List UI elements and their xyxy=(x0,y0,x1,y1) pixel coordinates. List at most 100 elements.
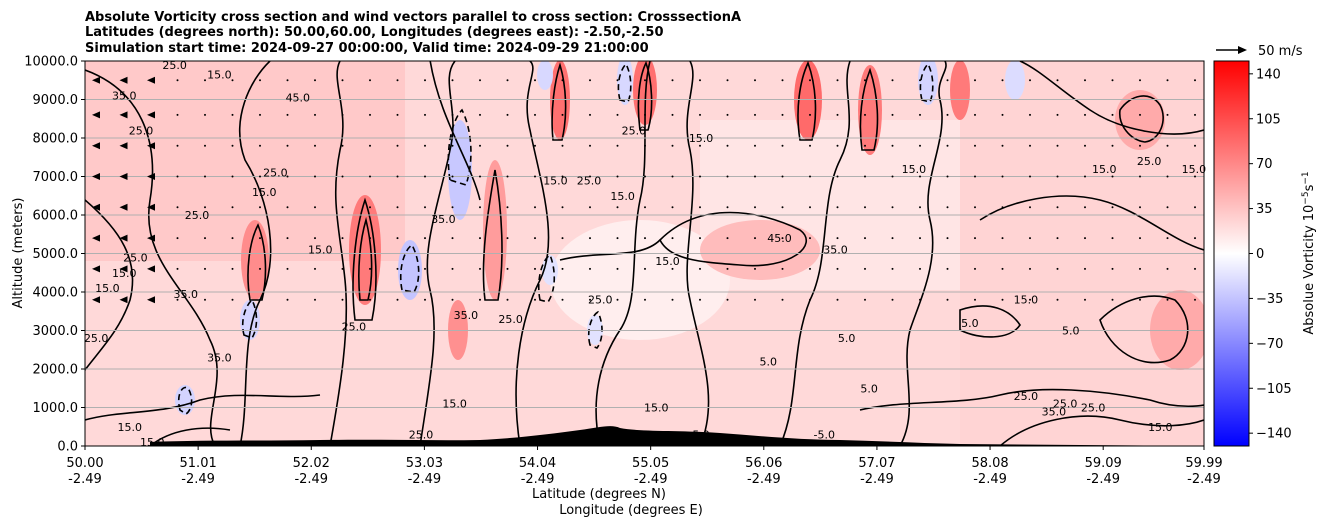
colorbar-ticks: 140 105 70 35 0 −35 −70 −105 −140 xyxy=(1249,67,1292,442)
wind-vector xyxy=(974,113,976,116)
contour-line xyxy=(859,67,879,151)
wind-vector xyxy=(314,113,316,116)
wind-vector xyxy=(1166,175,1169,178)
wind-vector xyxy=(451,79,454,82)
wind-vector xyxy=(671,144,674,147)
positive-vorticity-core xyxy=(349,195,381,305)
contour-label: 25.0 xyxy=(1081,402,1106,415)
wind-vector xyxy=(671,175,674,178)
wind-vector xyxy=(1194,175,1196,178)
wind-vector xyxy=(176,175,179,178)
wind-vector xyxy=(396,79,399,82)
wind-vector xyxy=(286,298,289,301)
wind-vector xyxy=(451,237,454,240)
wind-vector xyxy=(286,175,289,178)
wind-vector xyxy=(616,267,619,270)
wind-vector xyxy=(286,113,289,116)
wind-vector xyxy=(1139,237,1141,240)
wind-vector xyxy=(341,175,344,178)
wind-vector xyxy=(1139,113,1141,116)
wind-vector xyxy=(479,298,481,301)
wind-vector xyxy=(506,298,509,301)
contour-line xyxy=(637,61,653,131)
wind-vector xyxy=(589,206,591,209)
wind-vector xyxy=(231,267,234,270)
x-tick-label-lat: 52.02 xyxy=(293,456,330,471)
wind-vector xyxy=(176,237,179,240)
contour-line xyxy=(358,216,373,301)
wind-vector xyxy=(561,237,564,240)
wind-vector xyxy=(726,298,729,301)
contour-line xyxy=(241,298,258,339)
contour-label: 25.0 xyxy=(498,313,523,326)
wind-vector xyxy=(424,298,426,301)
wind-vector xyxy=(1166,298,1169,301)
wind-vector xyxy=(974,206,976,209)
x-tick-label-lat: 59.09 xyxy=(1085,456,1122,471)
wind-vector xyxy=(699,144,701,147)
wind-vector xyxy=(726,79,729,82)
wind-vector xyxy=(836,79,839,82)
x-tick-label-lat: 57.07 xyxy=(858,456,895,471)
wind-vector xyxy=(1056,298,1059,301)
wind-vector xyxy=(231,144,234,147)
wind-vector xyxy=(1084,206,1086,209)
wind-vector xyxy=(671,267,674,270)
wind-vector xyxy=(341,237,344,240)
contour-line xyxy=(482,169,503,301)
wind-vector xyxy=(396,237,399,240)
wind-vector xyxy=(864,175,866,178)
x-tick-label-lat: 54.04 xyxy=(519,456,556,471)
wind-vector xyxy=(616,113,619,116)
contour-label: 35.0 xyxy=(112,90,137,103)
contour-line xyxy=(959,305,1021,338)
contour-label: 35.0 xyxy=(174,288,199,301)
wind-vector xyxy=(1194,267,1196,270)
wind-vector xyxy=(204,298,206,301)
wind-vector xyxy=(119,142,128,150)
wind-vector xyxy=(92,234,100,242)
wind-vector xyxy=(616,237,619,240)
wind-vector xyxy=(369,113,371,116)
wind-vector xyxy=(974,79,976,82)
wind-vector xyxy=(1029,113,1031,116)
wind-vector xyxy=(424,113,426,116)
wind-vector xyxy=(891,206,894,209)
wind-vector xyxy=(534,206,536,209)
contour-line xyxy=(239,61,272,446)
wind-vector xyxy=(809,113,811,116)
wind-vector xyxy=(451,267,454,270)
wind-vector xyxy=(726,175,729,178)
wind-vector xyxy=(864,298,866,301)
wind-vector xyxy=(534,144,536,147)
wind-vector xyxy=(231,237,234,240)
vorticity-patch xyxy=(550,220,730,340)
wind-vector xyxy=(369,298,371,301)
wind-vector xyxy=(92,203,100,211)
wind-vector xyxy=(1001,79,1004,82)
wind-vector xyxy=(781,79,784,82)
wind-vector xyxy=(1194,237,1196,240)
wind-vector xyxy=(809,144,811,147)
contour-line xyxy=(686,61,710,446)
contour-line xyxy=(919,62,934,103)
wind-vector xyxy=(314,298,316,301)
wind-vector xyxy=(561,267,564,270)
chart-title-line-1: Absolute Vorticity cross section and win… xyxy=(85,10,741,25)
wind-vector xyxy=(1166,237,1169,240)
contour-label: 15.0 xyxy=(118,421,143,434)
wind-vector xyxy=(1001,144,1004,147)
wind-vector xyxy=(369,175,371,178)
wind-vector xyxy=(176,298,179,301)
terrain xyxy=(150,426,1204,446)
wind-vector xyxy=(974,237,976,240)
contour-label: 15.0 xyxy=(543,174,568,187)
contour-label: 15.0 xyxy=(140,436,165,449)
wind-vector xyxy=(1056,175,1059,178)
contour-line xyxy=(447,108,472,187)
wind-vector xyxy=(92,111,100,119)
wind-vector xyxy=(644,237,646,240)
colorbar-tick-label: −35 xyxy=(1256,292,1283,307)
wind-vector xyxy=(589,267,591,270)
wind-vector xyxy=(1029,237,1031,240)
